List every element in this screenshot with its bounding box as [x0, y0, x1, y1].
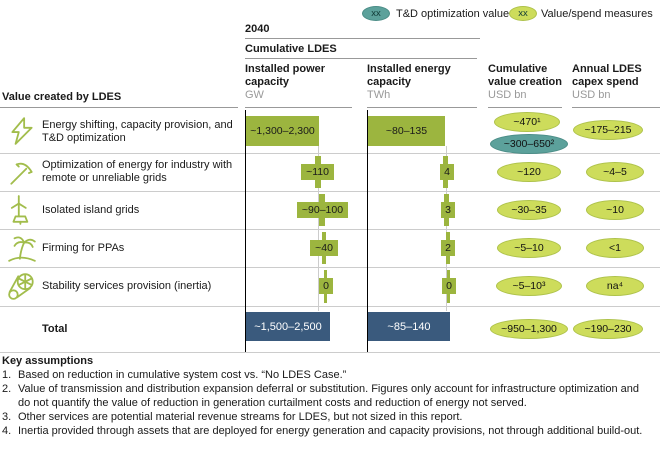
energy-bar-label: 3 — [441, 202, 455, 218]
col-header-capex-unit: USD bn — [572, 89, 611, 101]
power-waterfall-connector — [318, 146, 319, 311]
row-divider — [0, 191, 660, 192]
year-underline — [245, 38, 480, 39]
wind-turbine-icon — [7, 195, 37, 225]
value-tnd-oval: ~300–650² — [490, 134, 568, 154]
capex-oval: ~4–5 — [586, 162, 644, 182]
footnote-3-text: Other services are potential material re… — [18, 411, 463, 423]
footnote-1-num: 1. — [2, 369, 12, 381]
row-divider — [0, 267, 660, 268]
power-total-bar: ~1,500–2,500 — [246, 312, 330, 341]
capex-oval: ~175–215 — [573, 120, 643, 140]
power-axis-line — [245, 110, 246, 352]
flywheel-icon — [7, 271, 37, 301]
col-header-power-title: Installed power capacity — [245, 63, 326, 88]
footnote-3: 3. Other services are potential material… — [2, 410, 654, 424]
col-header-energy-title: Installed energy capacity — [367, 63, 451, 88]
pickaxe-icon — [7, 158, 37, 188]
footnote-4-num: 4. — [2, 425, 12, 437]
header-underline-power — [245, 107, 352, 108]
capex-oval: ~10 — [586, 200, 644, 220]
table-bottom-divider — [0, 352, 660, 353]
value-total-oval: ~950–1,300 — [490, 319, 568, 339]
tnd-legend-badge-text: xx — [371, 8, 381, 19]
energy-bar-label: 2 — [441, 240, 455, 256]
energy-bar-label: 4 — [440, 164, 454, 180]
footnote-1: 1. Based on reduction in cumulative syst… — [2, 368, 654, 382]
tnd-legend-label: T&D optimization value — [396, 8, 510, 20]
col-header-energy: Installed energy capacity TWh — [367, 63, 461, 102]
value-oval: ~120 — [497, 162, 561, 182]
capex-total-oval: ~190–230 — [573, 319, 643, 339]
energy-total-bar: ~85–140 — [368, 312, 450, 341]
footnote-2-text: Value of transmission and distribution e… — [18, 383, 640, 409]
footnote-2-num: 2. — [2, 383, 12, 395]
energy-axis-line — [367, 110, 368, 352]
col-header-energy-unit: TWh — [367, 89, 391, 101]
footnote-1-text: Based on reduction in cumulative system … — [18, 369, 347, 381]
power-bar-label: ~110 — [301, 164, 334, 180]
energy-waterfall-connector — [446, 146, 447, 311]
value-oval: ~5–10³ — [496, 276, 562, 296]
col-header-value-unit: USD bn — [488, 89, 527, 101]
row-label: Stability services provision (inertia) — [42, 280, 212, 292]
row-axis-title: Value created by LDES — [2, 91, 122, 103]
header-underline-labels — [0, 107, 238, 108]
year-header: 2040 — [245, 23, 270, 35]
footnote-2: 2. Value of transmission and distributio… — [2, 382, 654, 410]
power-bar: ~1,300–2,300 — [246, 116, 319, 146]
row-label: Firming for PPAs — [42, 241, 125, 254]
palm-island-icon — [7, 233, 37, 263]
col-header-power-unit: GW — [245, 89, 264, 101]
row-divider — [0, 306, 660, 307]
capex-oval: na⁴ — [586, 276, 644, 296]
key-assumptions-title: Key assumptions — [2, 355, 94, 367]
footnote-4: 4. Inertia provided through assets that … — [2, 424, 654, 438]
value-legend-badge-text: xx — [518, 8, 528, 19]
row-label: Optimization of energy for industry with… — [42, 159, 233, 184]
value-oval: ~5–10 — [497, 238, 561, 258]
energy-bar-label: 0 — [442, 278, 456, 294]
footnote-4-text: Inertia provided through assets that are… — [18, 425, 643, 437]
header-underline-capex — [572, 107, 660, 108]
power-bar-label: ~40 — [310, 240, 338, 256]
capex-oval: <1 — [586, 238, 644, 258]
row-divider — [0, 229, 660, 230]
row-divider — [0, 153, 660, 154]
energy-bar: ~80–135 — [368, 116, 445, 146]
power-bar-label: ~90–100 — [297, 202, 348, 218]
group-header: Cumulative LDES — [245, 43, 337, 55]
lightning-icon — [7, 116, 37, 146]
key-assumptions: Key assumptions 1. Based on reduction in… — [2, 354, 654, 438]
col-header-power: Installed power capacity GW — [245, 63, 337, 102]
header-underline-value — [488, 107, 562, 108]
value-legend-badge: xx — [509, 6, 537, 21]
footnote-3-num: 3. — [2, 411, 12, 423]
row-label: Isolated island grids — [42, 203, 140, 216]
col-header-value-title: Cumulative value creation — [488, 63, 562, 88]
total-row-label: Total — [42, 322, 68, 335]
col-header-value: Cumulative value creation USD bn — [488, 63, 570, 102]
power-bar-label: 0 — [319, 278, 333, 294]
value-oval: ~30–35 — [497, 200, 561, 220]
col-header-capex: Annual LDES capex spend USD bn — [572, 63, 650, 102]
col-header-capex-title: Annual LDES capex spend — [572, 63, 642, 88]
row-label: Energy shifting, capacity provision, and… — [42, 118, 233, 144]
group-underline — [245, 58, 477, 59]
value-oval: ~470¹ — [494, 112, 560, 132]
header-underline-energy — [367, 107, 477, 108]
value-legend-label: Value/spend measures — [541, 8, 653, 20]
tnd-legend-badge: xx — [362, 6, 390, 21]
